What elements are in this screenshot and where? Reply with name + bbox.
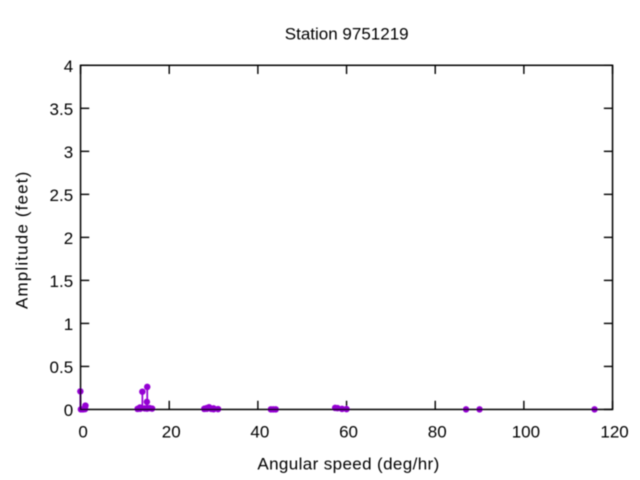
svg-text:20: 20 xyxy=(162,423,181,442)
svg-text:Station 9751219: Station 9751219 xyxy=(285,25,409,44)
svg-text:Angular speed (deg/hr): Angular speed (deg/hr) xyxy=(257,455,439,474)
svg-text:2: 2 xyxy=(64,229,73,248)
svg-text:0: 0 xyxy=(78,423,87,442)
svg-text:4: 4 xyxy=(64,57,73,76)
svg-text:3: 3 xyxy=(64,143,73,162)
svg-text:80: 80 xyxy=(428,423,447,442)
svg-text:60: 60 xyxy=(339,423,358,442)
svg-text:120: 120 xyxy=(600,423,628,442)
svg-text:3.5: 3.5 xyxy=(50,100,74,119)
svg-text:0: 0 xyxy=(64,401,73,420)
svg-text:40: 40 xyxy=(250,423,269,442)
svg-text:1: 1 xyxy=(64,315,73,334)
svg-text:2.5: 2.5 xyxy=(50,186,74,205)
svg-text:100: 100 xyxy=(512,423,540,442)
svg-text:Amplitude (feet): Amplitude (feet) xyxy=(13,171,32,309)
svg-text:0.5: 0.5 xyxy=(50,358,74,377)
svg-text:1.5: 1.5 xyxy=(50,272,74,291)
